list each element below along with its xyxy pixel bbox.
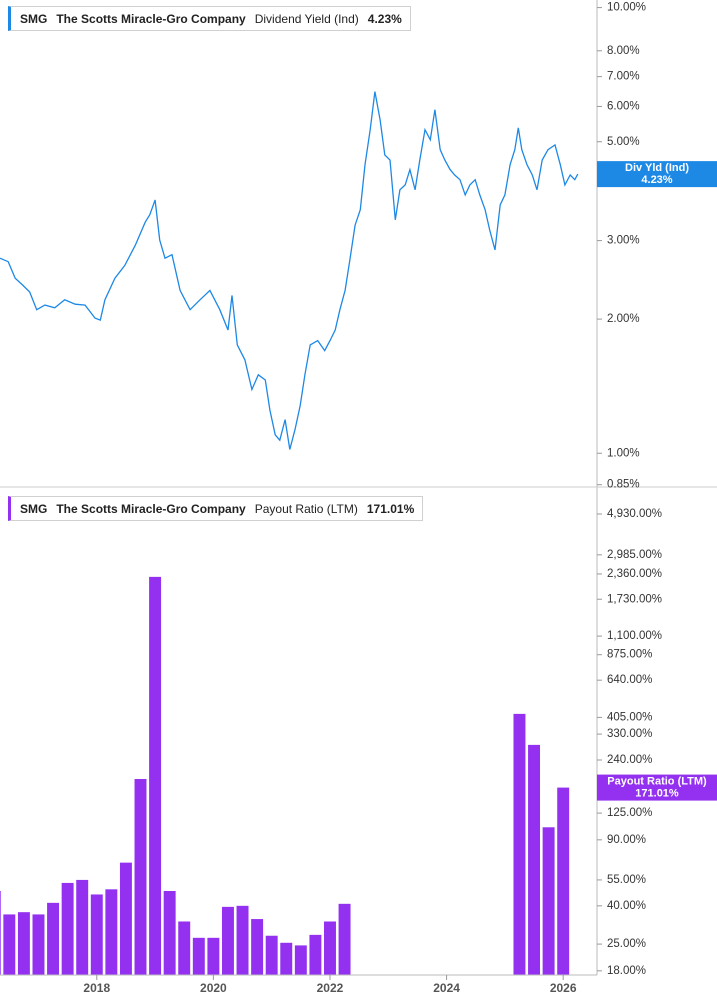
badge-label: Payout Ratio (LTM) <box>607 775 707 787</box>
badge-value: 171.01% <box>635 787 679 799</box>
bar <box>251 919 264 975</box>
bar <box>338 903 351 975</box>
y-tick-label: 2,360.00% <box>607 568 662 580</box>
bar <box>47 902 60 975</box>
legend-series: Payout Ratio (LTM) <box>254 501 358 516</box>
bar <box>61 882 74 975</box>
bar <box>3 914 16 975</box>
y-tick-label: 55.00% <box>607 874 646 886</box>
y-tick-label: 330.00% <box>607 728 652 740</box>
bar <box>90 894 103 975</box>
x-tick-label: 2020 <box>200 981 227 995</box>
bar <box>324 921 336 975</box>
bar <box>178 921 191 975</box>
bar <box>221 906 234 975</box>
bar <box>513 713 526 975</box>
bar <box>236 905 249 975</box>
bar <box>134 779 147 975</box>
y-tick-label: 8.00% <box>607 45 640 57</box>
bar <box>309 934 322 975</box>
y-tick-label: 3.00% <box>607 235 640 247</box>
y-tick-label: 2,985.00% <box>607 549 662 561</box>
y-tick-label: 40.00% <box>607 900 646 912</box>
legend-ticker: SMG <box>20 501 48 516</box>
bar <box>294 945 307 975</box>
y-tick-label: 0.85% <box>607 479 640 491</box>
bar <box>0 890 1 975</box>
y-tick-label: 125.00% <box>607 807 652 819</box>
y-tick-label: 240.00% <box>607 754 652 766</box>
legend-ticker: SMG <box>20 11 48 26</box>
badge-label: Div Yld (Ind) <box>625 162 689 174</box>
line-series <box>0 91 579 450</box>
value-badge <box>597 774 717 801</box>
y-tick-label: 90.00% <box>607 834 646 846</box>
bar <box>105 889 118 975</box>
plot-area <box>0 91 579 975</box>
legend: SMG The Scotts Miracle-Gro Company Payou… <box>8 496 424 521</box>
y-tick-label: 10.00% <box>607 2 646 14</box>
bar <box>557 787 570 975</box>
legend-company: The Scotts Miracle-Gro Company <box>56 501 246 516</box>
x-tick-label: 2018 <box>83 981 110 995</box>
y-tick-label: 7.00% <box>607 71 640 83</box>
y-tick-label: 2.00% <box>607 313 640 325</box>
y-tick-label: 4,930.00% <box>607 508 662 520</box>
bar <box>528 744 541 975</box>
y-tick-label: 25.00% <box>607 938 646 950</box>
bar <box>542 827 555 975</box>
bar <box>76 879 89 975</box>
y-tick-label: 875.00% <box>607 649 652 661</box>
y-tick-label: 6.00% <box>607 100 640 112</box>
y-tick-label: 18.00% <box>607 965 646 977</box>
y-tick-label: 1,100.00% <box>607 630 662 642</box>
bar <box>17 912 30 975</box>
y-tick-label: 405.00% <box>607 711 652 723</box>
x-tick-label: 2026 <box>550 981 577 995</box>
legend-value: 171.01% <box>366 501 415 516</box>
y-tick-label: 1.00% <box>607 447 640 459</box>
y-tick-label: 5.00% <box>607 136 640 148</box>
bar <box>192 937 205 975</box>
x-tick-label: 2024 <box>433 981 460 995</box>
legend-value: 4.23% <box>367 11 402 26</box>
x-tick-label: 2022 <box>317 981 344 995</box>
legend: SMG The Scotts Miracle-Gro Company Divid… <box>8 6 411 31</box>
bar <box>265 935 278 975</box>
bar <box>119 862 132 975</box>
bar <box>207 937 220 975</box>
bar <box>32 914 45 975</box>
legend-series: Dividend Yield (Ind) <box>254 11 359 26</box>
y-tick-label: 1,730.00% <box>607 593 662 605</box>
value-badge <box>597 161 717 188</box>
bar <box>149 576 162 975</box>
bar <box>163 890 176 975</box>
legend-company: The Scotts Miracle-Gro Company <box>56 11 246 26</box>
bar <box>280 942 293 975</box>
badge-value: 4.23% <box>641 174 672 186</box>
y-tick-label: 640.00% <box>607 674 652 686</box>
